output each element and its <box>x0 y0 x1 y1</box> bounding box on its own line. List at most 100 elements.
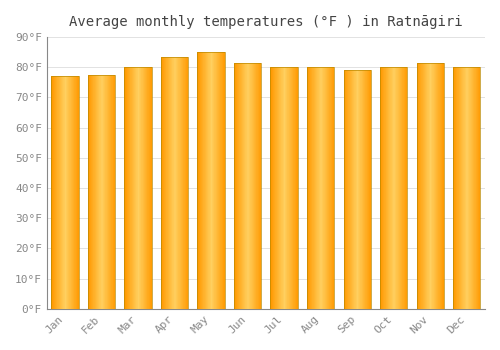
Bar <box>250 63 251 309</box>
Bar <box>217 52 218 309</box>
Bar <box>475 67 476 309</box>
Bar <box>164 57 165 309</box>
Bar <box>60 76 62 309</box>
Bar <box>176 57 177 309</box>
Bar <box>443 63 444 309</box>
Bar <box>275 67 276 309</box>
Bar <box>417 63 418 309</box>
Bar <box>314 67 315 309</box>
Bar <box>429 63 430 309</box>
Bar <box>248 63 249 309</box>
Bar <box>137 67 138 309</box>
Bar <box>105 75 106 309</box>
Bar <box>177 57 178 309</box>
Bar <box>208 52 209 309</box>
Bar <box>289 67 290 309</box>
Bar <box>463 67 464 309</box>
Bar <box>469 67 470 309</box>
Bar <box>317 67 318 309</box>
Bar <box>439 63 440 309</box>
Bar <box>179 57 180 309</box>
Bar <box>364 70 365 309</box>
Bar <box>57 76 58 309</box>
Bar <box>130 67 131 309</box>
Bar <box>441 63 442 309</box>
Bar <box>352 70 353 309</box>
Bar <box>115 75 116 309</box>
Bar <box>74 76 75 309</box>
Bar <box>58 76 59 309</box>
Bar <box>459 67 460 309</box>
Bar <box>310 67 311 309</box>
Bar <box>214 52 215 309</box>
Bar <box>171 57 172 309</box>
Bar <box>242 63 244 309</box>
Bar <box>464 67 465 309</box>
Bar <box>78 76 79 309</box>
Bar <box>319 67 320 309</box>
Bar <box>295 67 296 309</box>
Bar <box>401 67 402 309</box>
Bar <box>404 67 405 309</box>
Bar <box>270 67 298 309</box>
Bar <box>356 70 357 309</box>
Bar <box>161 57 188 309</box>
Bar <box>457 67 458 309</box>
Bar <box>311 67 312 309</box>
Bar <box>244 63 245 309</box>
Bar <box>139 67 140 309</box>
Bar <box>436 63 437 309</box>
Bar <box>458 67 459 309</box>
Bar <box>147 67 148 309</box>
Bar <box>292 67 293 309</box>
Bar <box>205 52 206 309</box>
Bar <box>220 52 221 309</box>
Bar <box>308 67 309 309</box>
Bar <box>111 75 112 309</box>
Bar <box>198 52 225 309</box>
Bar <box>52 76 79 309</box>
Bar <box>368 70 370 309</box>
Bar <box>332 67 334 309</box>
Bar <box>172 57 173 309</box>
Bar <box>287 67 288 309</box>
Bar <box>315 67 316 309</box>
Bar <box>396 67 397 309</box>
Bar <box>212 52 213 309</box>
Bar <box>249 63 250 309</box>
Bar <box>259 63 260 309</box>
Bar <box>433 63 434 309</box>
Bar <box>470 67 471 309</box>
Bar <box>273 67 274 309</box>
Bar <box>251 63 252 309</box>
Bar <box>391 67 392 309</box>
Bar <box>405 67 406 309</box>
Bar <box>240 63 241 309</box>
Bar <box>466 67 468 309</box>
Bar <box>180 57 181 309</box>
Bar <box>234 63 235 309</box>
Bar <box>215 52 216 309</box>
Bar <box>432 63 433 309</box>
Bar <box>144 67 146 309</box>
Bar <box>235 63 236 309</box>
Bar <box>427 63 428 309</box>
Bar <box>54 76 56 309</box>
Bar <box>234 63 262 309</box>
Bar <box>75 76 76 309</box>
Bar <box>178 57 179 309</box>
Bar <box>69 76 70 309</box>
Bar <box>113 75 114 309</box>
Bar <box>88 75 116 309</box>
Bar <box>258 63 259 309</box>
Bar <box>323 67 324 309</box>
Bar <box>59 76 60 309</box>
Bar <box>296 67 297 309</box>
Bar <box>456 67 457 309</box>
Bar <box>175 57 176 309</box>
Bar <box>223 52 224 309</box>
Bar <box>142 67 143 309</box>
Bar <box>56 76 57 309</box>
Bar <box>126 67 127 309</box>
Bar <box>382 67 383 309</box>
